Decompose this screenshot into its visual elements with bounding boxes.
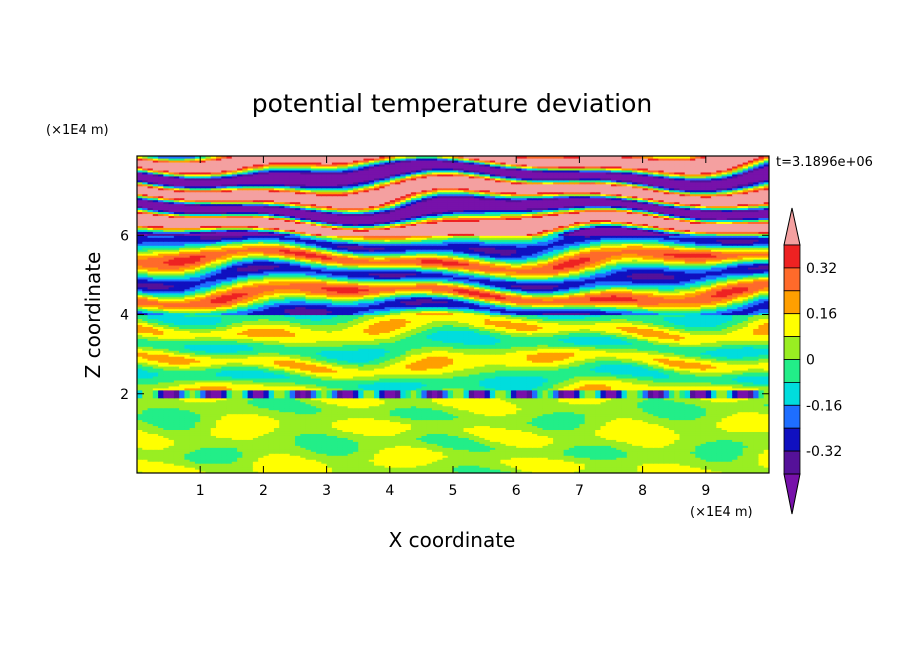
chart-title: potential temperature deviation — [252, 89, 652, 118]
contour-field — [137, 156, 770, 474]
y-unit-label: (×1E4 m) — [46, 123, 109, 138]
time-label: t=3.1896e+06 — [776, 155, 873, 170]
